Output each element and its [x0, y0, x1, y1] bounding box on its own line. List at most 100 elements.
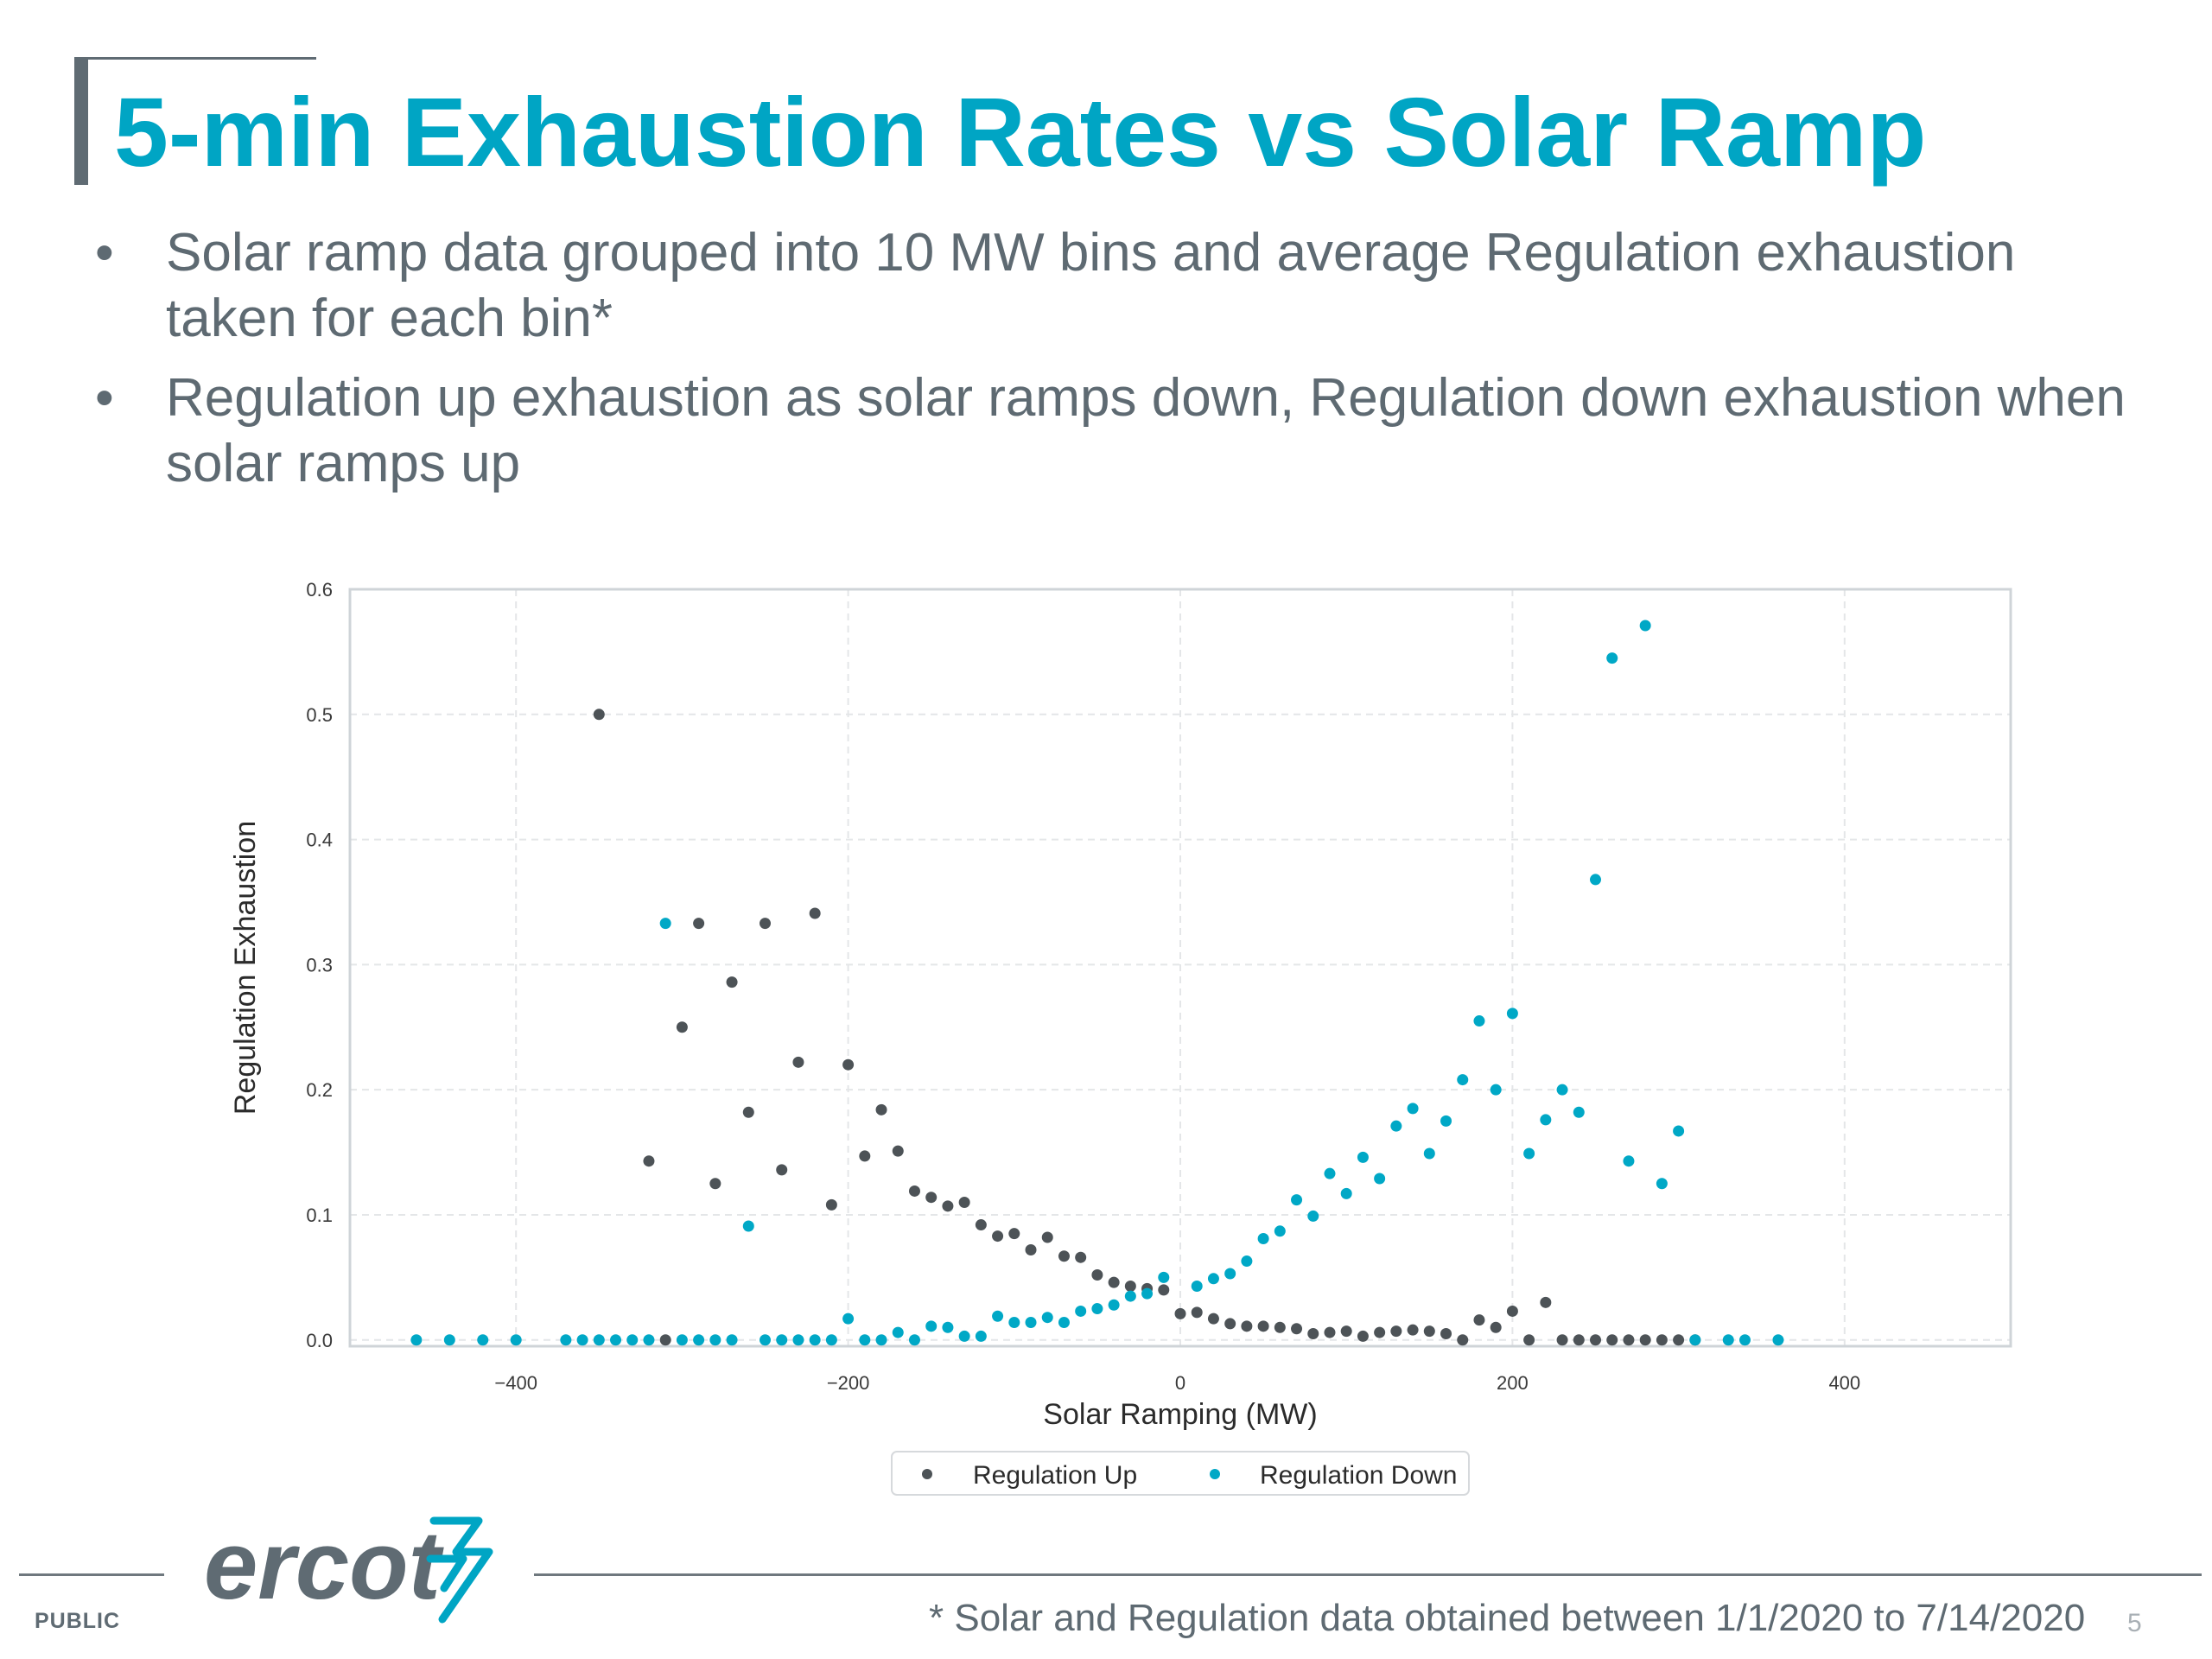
regulation-down-point: [992, 1310, 1004, 1322]
regulation-up-point: [776, 1164, 788, 1176]
regulation-up-point: [892, 1145, 904, 1157]
regulation-up-point: [1241, 1320, 1253, 1332]
regulation-down-point: [576, 1334, 588, 1346]
regulation-up-point: [1191, 1306, 1203, 1319]
regulation-down-point: [875, 1334, 887, 1346]
regulation-down-point: [443, 1334, 455, 1346]
regulation-down-point: [975, 1330, 987, 1342]
regulation-up-point: [1008, 1228, 1020, 1240]
chart-legend: Regulation Up Regulation Down: [891, 1451, 1470, 1496]
regulation-down-point: [1091, 1303, 1103, 1315]
regulation-up-point: [908, 1185, 920, 1197]
regulation-up-point: [875, 1103, 887, 1116]
regulation-down-point: [1307, 1210, 1319, 1222]
regulation-up-point: [1174, 1307, 1186, 1319]
regulation-up-point: [742, 1106, 754, 1118]
y-tick-label: 0.4: [306, 830, 333, 851]
legend-marker-regulation-down: [1210, 1469, 1220, 1479]
regulation-down-point: [1639, 620, 1651, 632]
bullet-text: Regulation up exhaustion as solar ramps …: [166, 368, 2126, 493]
bullet-item: • Solar ramp data grouped into 10 MW bin…: [86, 220, 2143, 352]
regulation-up-point: [1307, 1328, 1319, 1340]
regulation-down-point: [709, 1334, 721, 1346]
regulation-down-point: [1324, 1167, 1336, 1179]
x-tick-label: 200: [1497, 1372, 1529, 1394]
x-tick-label: −200: [827, 1372, 870, 1394]
regulation-up-point: [659, 1334, 671, 1346]
regulation-down-point: [1407, 1103, 1419, 1115]
regulation-up-point: [1075, 1251, 1087, 1263]
regulation-up-point: [1158, 1284, 1170, 1296]
x-tick-label: 0: [1175, 1372, 1185, 1394]
regulation-down-point: [1058, 1316, 1070, 1328]
regulation-down-point: [560, 1334, 572, 1346]
regulation-up-point: [1423, 1325, 1435, 1338]
regulation-up-point: [1257, 1320, 1269, 1332]
regulation-down-point: [1473, 1015, 1485, 1027]
y-tick-label: 0.2: [306, 1079, 333, 1101]
slide-title: 5-min Exhaustion Rates vs Solar Ramp: [114, 78, 1927, 187]
regulation-up-point: [1357, 1330, 1369, 1342]
regulation-up-point: [1390, 1325, 1402, 1338]
regulation-up-point: [1324, 1326, 1336, 1338]
legend-marker-regulation-up: [922, 1469, 932, 1479]
x-tick-label: −400: [494, 1372, 537, 1394]
regulation-up-point: [1274, 1321, 1286, 1333]
regulation-down-point: [892, 1326, 904, 1338]
regulation-down-point: [510, 1334, 522, 1346]
regulation-up-point: [825, 1198, 837, 1211]
y-tick-label: 0.5: [306, 704, 333, 726]
regulation-up-point: [726, 976, 738, 988]
regulation-down-point: [1623, 1155, 1635, 1167]
classification-label: PUBLIC: [35, 1609, 121, 1633]
regulation-up-point: [1340, 1325, 1352, 1338]
regulation-down-point: [1772, 1334, 1784, 1346]
legend-label-regulation-down: Regulation Down: [1260, 1461, 1457, 1490]
lightning-bolt-icon: [426, 1516, 493, 1624]
title-accent-line: [74, 57, 316, 60]
chart-ticks: −400 −200 0 200 400 0.0 0.1 0.2 0.3 0.4 0.5 0.6: [306, 579, 1860, 1394]
footer-divider-left: [19, 1573, 164, 1576]
regulation-down-point: [1722, 1334, 1734, 1346]
regulation-down-point: [1008, 1316, 1020, 1328]
regulation-down-point: [742, 1220, 754, 1232]
regulation-up-point: [859, 1150, 871, 1162]
regulation-down-point: [626, 1334, 639, 1346]
regulation-down-point: [1357, 1151, 1369, 1163]
regulation-up-point: [1374, 1326, 1386, 1338]
regulation-down-point: [1075, 1305, 1087, 1317]
bullet-dot: •: [95, 223, 114, 283]
regulation-up-point: [1224, 1318, 1236, 1330]
regulation-down-point: [1590, 874, 1601, 886]
regulation-up-point: [643, 1155, 655, 1167]
regulation-down-point: [925, 1320, 938, 1332]
regulation-down-point: [1540, 1114, 1552, 1126]
bullet-text: Solar ramp data grouped into 10 MW bins …: [166, 223, 2016, 348]
regulation-up-point: [1556, 1334, 1568, 1346]
y-tick-label: 0.3: [306, 954, 333, 976]
y-tick-label: 0.0: [306, 1330, 333, 1351]
regulation-up-point: [693, 918, 705, 930]
regulation-up-point: [1440, 1328, 1452, 1340]
regulation-down-point: [610, 1334, 622, 1346]
regulation-down-point: [726, 1334, 738, 1346]
regulation-down-point: [1689, 1334, 1701, 1346]
regulation-up-point: [709, 1178, 721, 1190]
regulation-up-point: [1091, 1268, 1103, 1281]
regulation-up-point: [676, 1021, 688, 1033]
regulation-down-point: [1257, 1232, 1269, 1244]
regulation-down-point: [1738, 1334, 1751, 1346]
regulation-down-point: [1490, 1084, 1502, 1096]
regulation-down-point: [1440, 1115, 1452, 1127]
regulation-up-point: [792, 1056, 804, 1068]
regulation-up-point: [1473, 1314, 1485, 1326]
y-axis-label: Regulation Exhaustion: [229, 821, 262, 1115]
regulation-up-point: [1623, 1334, 1635, 1346]
footnote: * Solar and Regulation data obtained bet…: [929, 1597, 2086, 1639]
regulation-up-point: [1590, 1334, 1601, 1346]
regulation-up-point: [992, 1230, 1004, 1243]
regulation-down-point: [1108, 1299, 1120, 1311]
regulation-down-point: [1606, 652, 1618, 664]
regulation-up-point: [1058, 1250, 1070, 1262]
bullet-dot: •: [95, 368, 114, 428]
